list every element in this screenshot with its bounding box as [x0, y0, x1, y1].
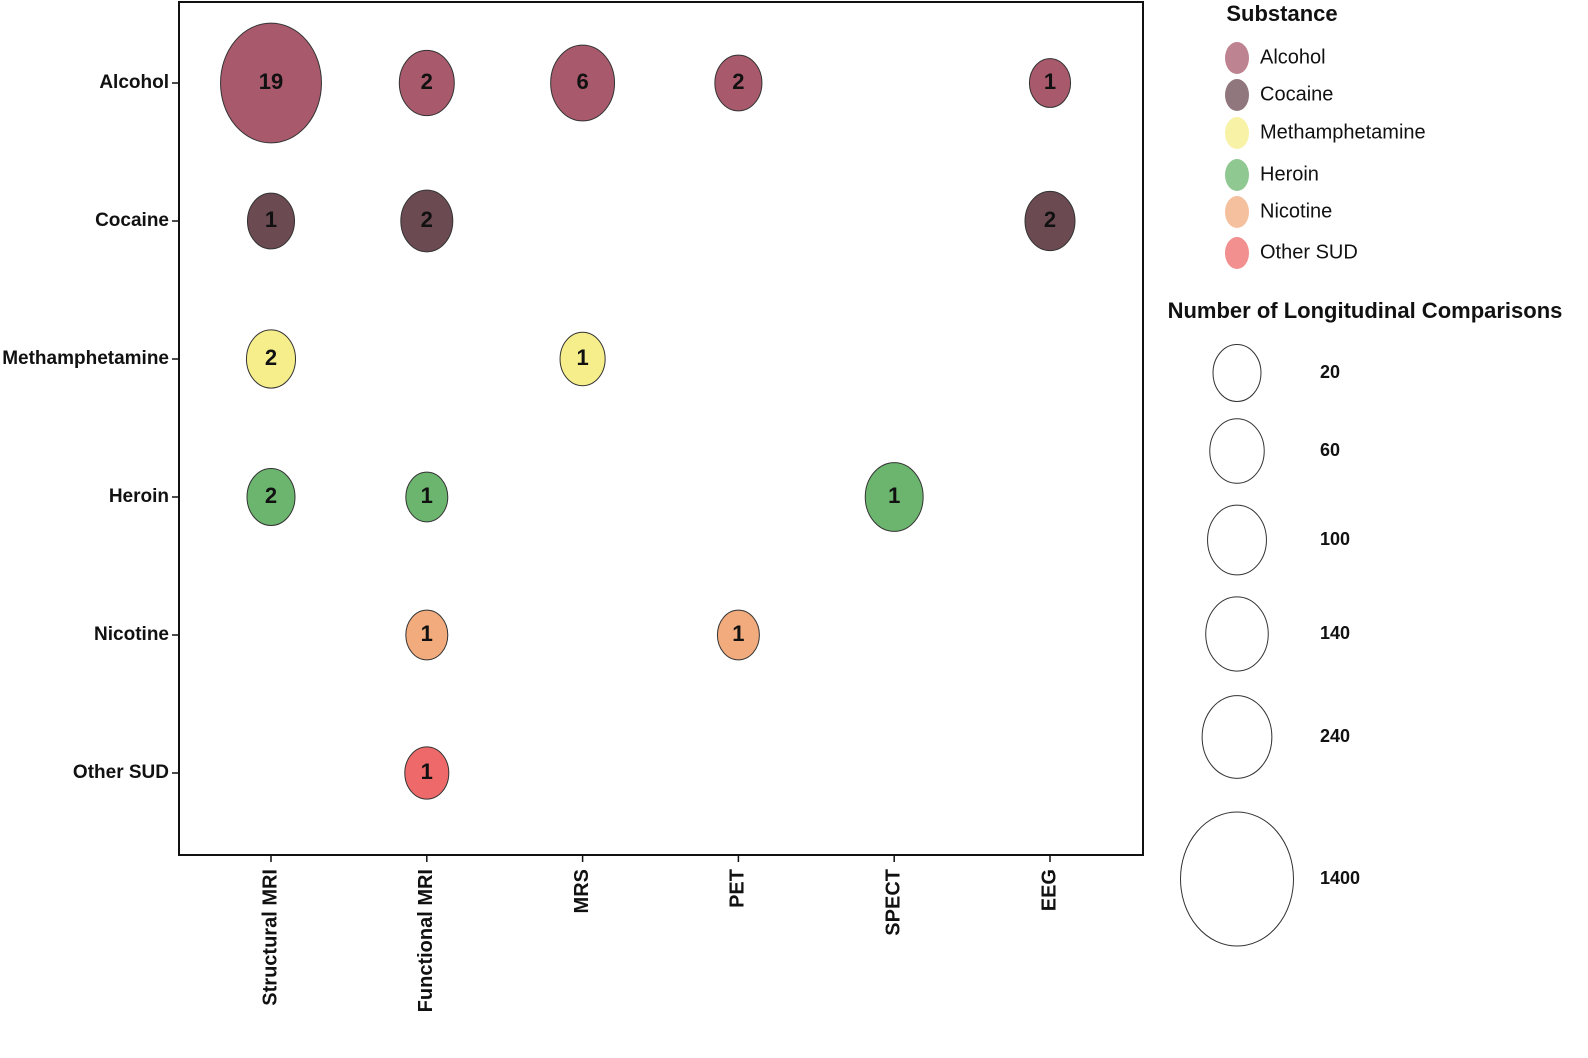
- size-legend-label: 60: [1320, 440, 1340, 460]
- x-tick-label: PET: [727, 869, 749, 908]
- size-legend-key: [1201, 695, 1273, 779]
- bubble-label: 2: [732, 69, 744, 94]
- y-tick-label: Methamphetamine: [2, 348, 169, 369]
- bubble: [246, 192, 296, 250]
- bubble: [1028, 58, 1072, 108]
- legend-label: Methamphetamine: [1260, 121, 1426, 143]
- bubble-label: 2: [265, 483, 277, 508]
- bubble-label: 1: [265, 207, 277, 232]
- legend-key: [1225, 79, 1249, 111]
- legend-key: [1225, 42, 1249, 74]
- bubble: [550, 44, 616, 122]
- x-tick-label: MRS: [571, 869, 593, 913]
- bubble: [716, 609, 760, 661]
- legend-label: Nicotine: [1260, 200, 1332, 222]
- bubble-label: 1: [421, 483, 433, 508]
- bubble-label: 19: [259, 69, 283, 94]
- size-legend-key: [1205, 596, 1269, 672]
- size-legend-key: [1180, 811, 1294, 947]
- size-legend-key: [1207, 504, 1267, 576]
- y-tick-label: Other SUD: [73, 762, 169, 783]
- size-legend-label: 140: [1320, 623, 1350, 643]
- x-tick-label: EEG: [1038, 869, 1060, 911]
- legend-key: [1225, 159, 1249, 191]
- bubble-label: 1: [1044, 69, 1056, 94]
- bubble-label: 1: [421, 621, 433, 646]
- bubble: [864, 462, 924, 532]
- size-legend-label: 1400: [1320, 868, 1360, 888]
- bubble-label: 2: [421, 69, 433, 94]
- legend-label: Heroin: [1260, 163, 1319, 185]
- y-tick-label: Cocaine: [95, 210, 169, 231]
- bubble-label: 1: [421, 759, 433, 784]
- bubble-label: 6: [576, 69, 588, 94]
- bubble: [245, 329, 297, 389]
- x-tick-label: SPECT: [882, 869, 904, 936]
- size-legend-label: 240: [1320, 726, 1350, 746]
- bubble: [559, 331, 606, 387]
- legend-label: Alcohol: [1260, 46, 1326, 68]
- bubble-label: 1: [732, 621, 744, 646]
- bubble-label: 2: [1044, 207, 1056, 232]
- size-legend-key: [1212, 344, 1262, 402]
- size-legend-label: 20: [1320, 362, 1340, 382]
- bubble-label: 1: [888, 483, 900, 508]
- bubble: [246, 468, 296, 526]
- legend-key: [1225, 196, 1249, 228]
- color-legend-title: Substance: [1226, 1, 1337, 26]
- bubble: [714, 54, 763, 112]
- y-tick-label: Heroin: [109, 486, 169, 507]
- bubble: [405, 609, 449, 661]
- x-tick-label: Structural MRI: [259, 869, 281, 1006]
- size-legend-key: [1209, 418, 1265, 484]
- size-legend-title: Number of Longitudinal Comparisons: [1168, 298, 1563, 323]
- y-tick-label: Nicotine: [94, 624, 169, 645]
- legend-label: Cocaine: [1260, 83, 1333, 105]
- legend-key: [1225, 237, 1249, 269]
- bubble-label: 2: [265, 345, 277, 370]
- legend-label: Other SUD: [1260, 241, 1358, 263]
- bubble: [400, 189, 454, 253]
- bubble: [398, 49, 455, 117]
- bubble: [405, 471, 449, 523]
- plot-frame: [178, 1, 1144, 856]
- bubble-label: 1: [576, 345, 588, 370]
- x-tick-label: Functional MRI: [415, 869, 437, 1012]
- y-tick-label: Alcohol: [99, 72, 169, 93]
- bubble: [404, 746, 450, 800]
- size-legend-label: 100: [1320, 529, 1350, 549]
- bubble: [220, 22, 322, 144]
- bubble: [1024, 190, 1076, 252]
- legend-key: [1225, 117, 1249, 149]
- bubble-label: 2: [421, 207, 433, 232]
